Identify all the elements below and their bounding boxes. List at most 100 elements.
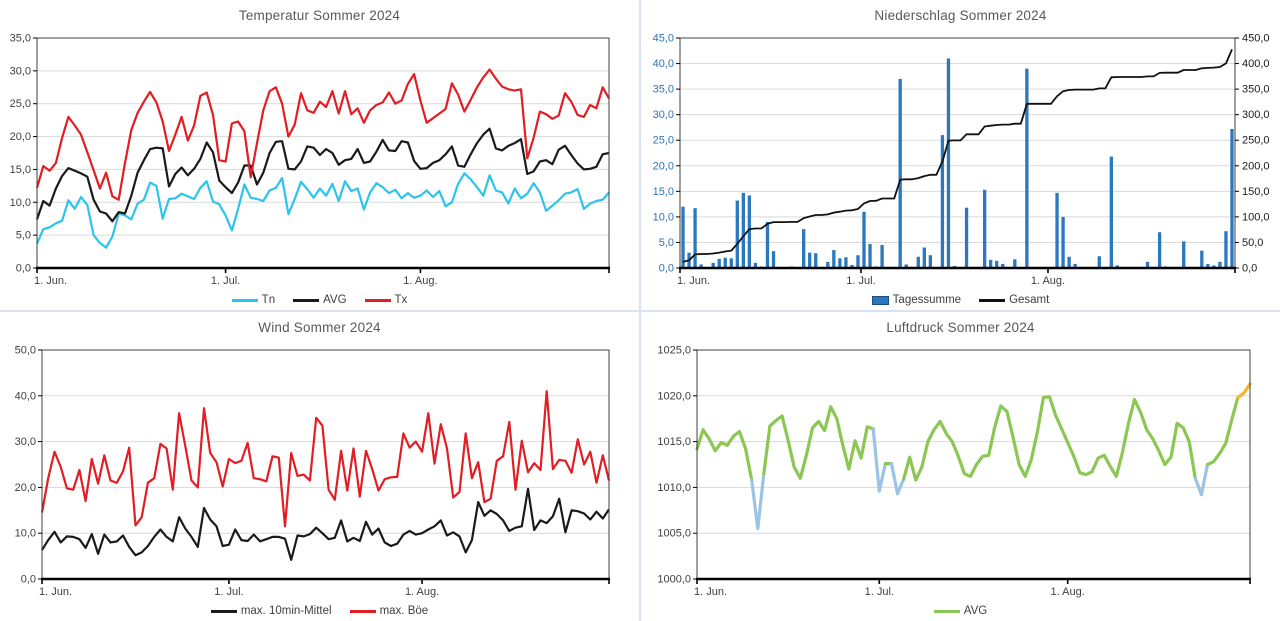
x-axis-label: 1. Aug. — [1051, 586, 1085, 598]
line-swatch-icon — [933, 609, 960, 613]
series-Tx — [35, 68, 610, 201]
bar-Tagessumme — [693, 208, 697, 268]
chart-title-temperature: Temperatur Sommer 2024 — [238, 8, 401, 23]
bar-Tagessumme — [723, 257, 727, 268]
x-axis-label: 1. Jul. — [211, 275, 240, 287]
legend-item-max-b-e: max. Böe — [349, 605, 429, 617]
legend-item-gesamt: Gesamt — [979, 294, 1049, 306]
y-axis-label: 20,0 — [15, 482, 36, 494]
bar-Tagessumme — [753, 262, 758, 268]
bar-Tagessumme — [862, 211, 866, 268]
bar-Tagessumme — [1206, 263, 1210, 268]
plot-area: 0,0 10,0 20,0 30,0 40,0 50,0 1. Jun. 1. Jul. 1. … — [15, 345, 611, 598]
wind-chart-canvas: 0,0 10,0 20,0 30,0 40,0 50,0 1. Jun. 1. Jul. 1. … — [15, 345, 611, 598]
line-swatch-icon — [231, 298, 258, 302]
bar-Tagessumme — [814, 253, 818, 268]
bar-Tagessumme — [808, 252, 812, 268]
legend-item-tagessumme: Tagessumme — [871, 294, 962, 306]
bar-Tagessumme — [1200, 250, 1204, 268]
y-axis-label: 15,0 — [653, 186, 674, 198]
bar-Tagessumme — [1230, 128, 1234, 268]
bar-Tagessumme — [1115, 265, 1120, 268]
y2-axis-label: 150,0 — [1242, 186, 1270, 198]
bar-Tagessumme — [1013, 259, 1017, 268]
bar-Tagessumme — [880, 245, 884, 268]
y2-axis-label: 100,0 — [1242, 211, 1270, 223]
temperature-chart-canvas: 0,0 5,0 10,0 15,0 20,0 25,0 30,0 35,0 1. Jun. 1. … — [10, 33, 610, 287]
legend-label: Tn — [261, 294, 276, 306]
bar-Tagessumme — [1109, 156, 1113, 268]
y-axis-label: 20,0 — [653, 160, 674, 172]
y2-axis-label: 400,0 — [1242, 58, 1270, 70]
x-axis-label: 1. Jul. — [865, 586, 894, 598]
y-axis-label: 25,0 — [653, 135, 674, 147]
x-axis-label: 1. Jul. — [846, 275, 875, 287]
bar-Tagessumme — [982, 189, 987, 268]
y2-axis-label: 200,0 — [1242, 160, 1270, 172]
bar-Tagessumme — [922, 247, 926, 268]
bar-Tagessumme — [904, 264, 908, 268]
bar-Tagessumme — [729, 258, 733, 268]
series-AVG — [695, 428, 754, 482]
bar-Tagessumme — [1224, 231, 1228, 268]
legend-label: AVG — [323, 294, 347, 306]
y-axis-label: 1025,0 — [657, 345, 691, 357]
bar-Tagessumme — [802, 229, 806, 268]
bar-Tagessumme — [1218, 261, 1222, 268]
bar-Tagessumme — [1061, 216, 1065, 268]
y-axis-label: 40,0 — [653, 58, 674, 70]
bar-Tagessumme — [735, 200, 739, 268]
y-axis-label: 45,0 — [653, 33, 674, 45]
y-axis-label: 30,0 — [15, 436, 36, 448]
x-axis-label: 1. Jun. — [39, 586, 72, 598]
y-axis-label: 10,0 — [10, 197, 31, 209]
series-AVG — [35, 127, 610, 223]
bar-Tagessumme — [995, 260, 999, 268]
bar-Tagessumme — [1212, 265, 1216, 268]
chart-panel-pressure: Luftdruck Sommer 2024 1000,0 1005,0 1010,0… — [641, 312, 1280, 621]
y-axis-label: 1020,0 — [657, 390, 691, 402]
wind-legend: max. 10min-Mittel max. Böe — [0, 601, 639, 621]
bar-Tagessumme — [838, 258, 842, 268]
bar-Tagessumme — [681, 206, 685, 268]
bar-Tagessumme — [898, 78, 902, 268]
bar-Tagessumme — [1182, 241, 1186, 268]
y-axis-label: 1000,0 — [657, 574, 691, 586]
series-AVG — [1205, 396, 1240, 467]
precipitation-legend: Tagessumme Gesamt — [641, 290, 1280, 310]
bar-Tagessumme — [868, 243, 872, 268]
legend-label: Tagessumme — [892, 294, 962, 306]
y-axis-label: 30,0 — [10, 65, 31, 77]
legend-label: Tx — [394, 294, 408, 306]
y-axis-label: 30,0 — [653, 109, 674, 121]
bar-Tagessumme — [940, 135, 945, 268]
y-axis-label: 5,0 — [659, 237, 674, 249]
x-axis-label: 1. Aug. — [1031, 275, 1065, 287]
bar-Tagessumme — [832, 250, 836, 268]
y-axis-label: 1005,0 — [657, 528, 691, 540]
y-axis-label: 40,0 — [15, 390, 36, 402]
line-swatch-icon — [979, 298, 1006, 302]
series-Gesamt — [682, 49, 1233, 263]
pressure-chart-canvas: 1000,0 1005,0 1010,0 1015,0 1020,0 1025,0 1. J… — [657, 345, 1252, 598]
plot-area: 0,0 0,0 5,0 50,0 10,0 100,0 15,0 150,0 20,0 200,0… — [653, 33, 1270, 288]
series-AVG — [1236, 382, 1252, 400]
bar-Tagessumme — [989, 259, 993, 268]
y-axis-label: 0,0 — [659, 263, 674, 275]
line-swatch-icon — [364, 298, 391, 302]
chart-panel-precipitation: Niederschlag Sommer 2024 0,0 0,0 5,0 50,0 10… — [641, 0, 1280, 310]
y-axis-label: 10,0 — [653, 211, 674, 223]
y2-axis-label: 350,0 — [1242, 84, 1270, 96]
legend-item-avg: AVG — [293, 294, 347, 306]
bar-Tagessumme — [1001, 263, 1005, 268]
bar-Tagessumme — [771, 251, 776, 268]
series-AVG — [889, 462, 906, 496]
y-axis-label: 15,0 — [10, 164, 31, 176]
bar-Tagessumme — [1145, 261, 1150, 268]
x-axis-label: 1. Jul. — [214, 586, 243, 598]
temperature-legend: Tn AVG Tx — [0, 290, 639, 310]
legend-label: max. Böe — [379, 605, 429, 617]
legend-label: max. 10min-Mittel — [240, 605, 332, 617]
line-swatch-icon — [293, 298, 320, 302]
